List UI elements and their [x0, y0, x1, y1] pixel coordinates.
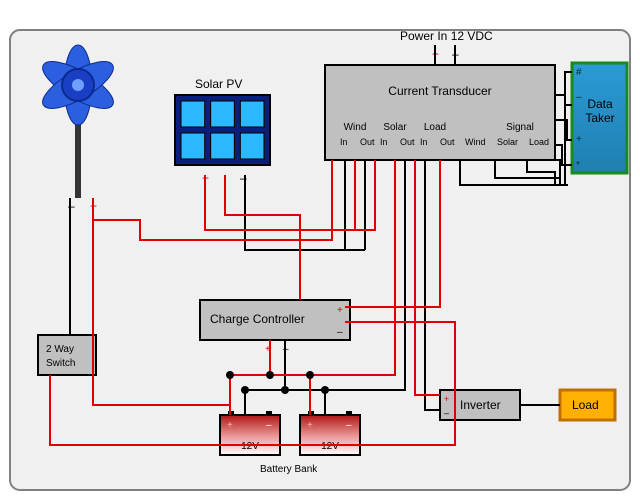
- svg-text:–: –: [444, 408, 449, 418]
- wiring-diagram: – + Solar PV + – Power In 12 VDC + – Cur…: [0, 0, 640, 500]
- svg-text:–: –: [337, 327, 343, 338]
- svg-text:Signal: Signal: [506, 122, 534, 133]
- svg-text:12V: 12V: [321, 441, 339, 452]
- svg-text:+: +: [227, 420, 233, 431]
- data-taker: Data Taker # – + *: [572, 63, 627, 173]
- svg-text:–: –: [346, 420, 352, 431]
- svg-text:Wind: Wind: [344, 122, 367, 133]
- data-taker-title-1: Data: [587, 97, 613, 111]
- svg-text:In: In: [340, 137, 348, 147]
- inverter-title: Inverter: [460, 398, 501, 412]
- svg-text:In: In: [380, 137, 388, 147]
- svg-text:+: +: [307, 420, 313, 431]
- svg-text:–: –: [576, 92, 582, 103]
- svg-text:Wind: Wind: [465, 137, 486, 147]
- svg-text:#: #: [576, 67, 582, 78]
- battery-bank-label: Battery Bank: [260, 464, 318, 475]
- svg-text:Out: Out: [360, 137, 375, 147]
- svg-text:+: +: [337, 305, 343, 316]
- svg-text:+: +: [444, 394, 449, 404]
- svg-text:+: +: [576, 134, 582, 145]
- load-box: Load: [560, 390, 615, 420]
- svg-text:Solar: Solar: [497, 137, 518, 147]
- load-title: Load: [572, 398, 599, 412]
- solar-title: Solar PV: [195, 77, 242, 91]
- transducer-title: Current Transducer: [388, 84, 491, 98]
- svg-text:Out: Out: [440, 137, 455, 147]
- inverter: Inverter + –: [440, 390, 520, 420]
- svg-text:Load: Load: [424, 122, 446, 133]
- svg-text:Solar: Solar: [383, 122, 407, 133]
- svg-text:12V: 12V: [241, 441, 259, 452]
- svg-text:2 Way: 2 Way: [46, 344, 74, 355]
- svg-text:*: *: [576, 160, 580, 171]
- power-in-label: Power In 12 VDC: [400, 29, 493, 43]
- data-taker-title-2: Taker: [585, 111, 614, 125]
- svg-text:–: –: [266, 420, 272, 431]
- svg-text:Load: Load: [529, 137, 549, 147]
- two-way-switch: 2 Way Switch: [38, 335, 96, 375]
- svg-text:Out: Out: [400, 137, 415, 147]
- charge-controller-title: Charge Controller: [210, 312, 305, 326]
- svg-text:In: In: [420, 137, 428, 147]
- svg-text:Switch: Switch: [46, 358, 75, 369]
